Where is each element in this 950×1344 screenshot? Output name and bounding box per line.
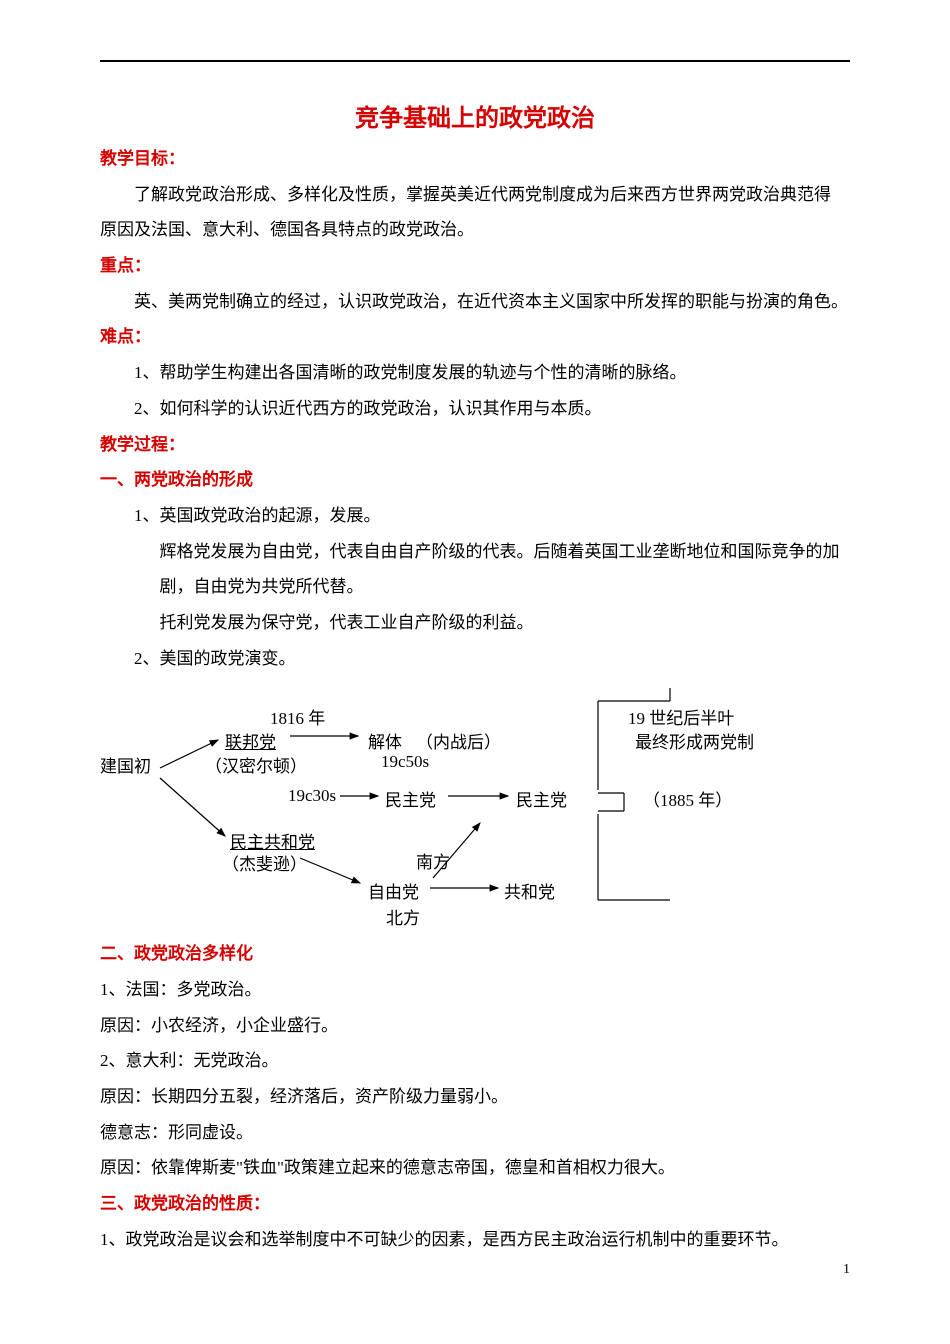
diag-dissolve: 解体 xyxy=(368,728,402,753)
nature-item-1: 1、政党政治是议会和选举制度中不可缺少的因素，是西方民主政治运行机制中的重要环节… xyxy=(100,1222,850,1258)
page-number: 1 xyxy=(843,1262,850,1278)
formation-item-1-detail: 辉格党发展为自由党，代表自由自产阶级的代表。后随着英国工业垄断地位和国际竞争的加… xyxy=(100,534,850,605)
section-difficulty-head: 难点： xyxy=(100,319,850,355)
diversity-germany-reason: 原因：依靠俾斯麦"铁血"政策建立起来的德意志帝国，德皇和首相权力很大。 xyxy=(100,1150,850,1186)
diag-two-party: 最终形成两党制 xyxy=(635,728,754,753)
diversity-italy: 2、意大利：无党政治。 xyxy=(100,1043,850,1079)
formation-text: 辉格党发展为自由党，代表自由自产阶级的代表。后随着英国工业垄断地位和国际竞争的加… xyxy=(160,542,840,597)
diagram-arrows xyxy=(100,688,860,928)
diversity-italy-reason: 原因：长期四分五裂，经济落后，资产阶级力量弱小。 xyxy=(100,1079,850,1115)
diag-democrat-1: 民主党 xyxy=(385,786,436,811)
difficulty-item-1: 1、帮助学生构建出各国清晰的政党制度发展的轨迹与个性的清晰的脉络。 xyxy=(100,355,850,391)
section-keypoint-text: 英、美两党制确立的经过，认识政党政治，在近代资本主义国家中所发挥的职能与扮演的角… xyxy=(100,284,850,320)
section-diversity-head: 二、政党政治多样化 xyxy=(100,936,850,972)
document-title: 竞争基础上的政党政治 xyxy=(100,98,850,133)
diag-founding: 建国初 xyxy=(100,752,151,777)
page-container: 竞争基础上的政党政治 教学目标： 了解政党政治形成、多样化及性质，掌握英美近代两… xyxy=(0,0,950,1298)
diag-19c30s: 19c30s xyxy=(288,786,336,806)
diag-democrat-2: 民主党 xyxy=(516,786,567,811)
section-nature-head: 三、政党政治的性质： xyxy=(100,1186,850,1222)
top-rule xyxy=(100,60,850,62)
diversity-france: 1、法国：多党政治。 xyxy=(100,972,850,1008)
diag-civil-war: （内战后） xyxy=(416,728,501,753)
diag-hamilton: （汉密尔顿） xyxy=(205,752,307,777)
diag-south: 南方 xyxy=(416,848,450,873)
section-formation-head: 一、两党政治的形成 xyxy=(100,462,850,498)
diag-republican: 共和党 xyxy=(504,878,555,903)
section-process-head: 教学过程： xyxy=(100,427,850,463)
diag-federal-party: 联邦党 xyxy=(225,728,276,753)
diag-19c-late: 19 世纪后半叶 xyxy=(628,704,734,729)
diversity-france-reason: 原因：小农经济，小企业盛行。 xyxy=(100,1008,850,1044)
formation-item-1-detail2: 托利党发展为保守党，代表工业自产阶级的利益。 xyxy=(100,605,850,641)
difficulty-item-2: 2、如何科学的认识近代西方的政党政治，认识其作用与本质。 xyxy=(100,391,850,427)
diag-year-1816: 1816 年 xyxy=(270,704,325,729)
party-evolution-diagram: 1816 年 联邦党 解体 （内战后） 19 世纪后半叶 建国初 （汉密尔顿） … xyxy=(100,688,850,928)
diag-19c50s: 19c50s xyxy=(381,752,429,772)
diag-north: 北方 xyxy=(386,904,420,929)
formation-item-1: 1、英国政党政治的起源，发展。 xyxy=(100,498,850,534)
section-objective-head: 教学目标： xyxy=(100,141,850,177)
section-keypoint-head: 重点： xyxy=(100,248,850,284)
diag-jefferson: （杰斐逊） xyxy=(222,850,307,875)
diversity-germany: 德意志：形同虚设。 xyxy=(100,1115,850,1151)
formation-item-2: 2、美国的政党演变。 xyxy=(100,641,850,677)
diag-liberal-party: 自由党 xyxy=(368,878,419,903)
diag-year-1885: （1885 年） xyxy=(643,786,732,811)
section-objective-text: 了解政党政治形成、多样化及性质，掌握英美近代两党制度成为后来西方世界两党政治典范… xyxy=(100,177,850,248)
